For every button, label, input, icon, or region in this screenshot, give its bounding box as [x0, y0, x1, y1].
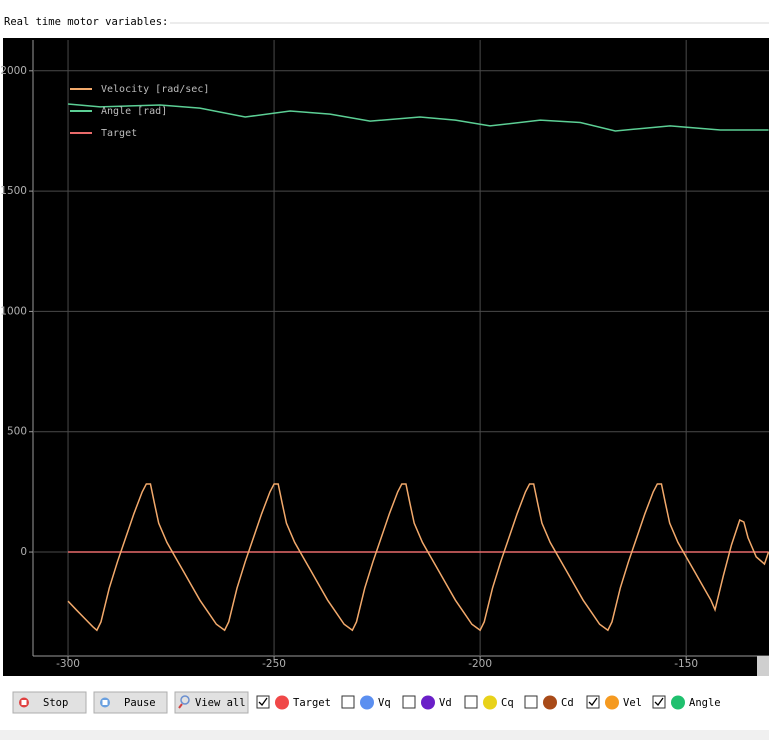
y-tick-label: 2000 — [0, 65, 27, 77]
plot-bg — [3, 38, 769, 676]
y-tick-label: 500 — [7, 426, 27, 438]
button-frame[interactable] — [12, 691, 87, 714]
button-label[interactable]: View all — [195, 697, 246, 709]
color-dot — [421, 695, 435, 710]
checkbox[interactable]: Target — [256, 695, 331, 710]
button-frame[interactable] — [174, 691, 249, 714]
plot-area — [33, 40, 769, 656]
checkbox-box[interactable] — [256, 695, 270, 709]
status-bar — [0, 730, 769, 740]
button[interactable]: View all — [174, 691, 249, 714]
legend-label: Velocity [rad/sec] — [101, 84, 209, 95]
checkbox[interactable]: Cd — [524, 695, 574, 710]
y-tick-label: 0 — [20, 546, 27, 558]
checkbox-label[interactable]: Angle — [689, 697, 721, 709]
button-label[interactable]: Pause — [124, 697, 156, 709]
button-icon — [21, 700, 27, 705]
checkbox[interactable]: Vel — [586, 695, 642, 710]
checkbox[interactable]: Cq — [464, 695, 514, 710]
checkbox-box[interactable] — [341, 695, 355, 709]
checkbox-label[interactable]: Cd — [561, 697, 574, 709]
checkbox-box[interactable] — [586, 695, 600, 709]
color-dot — [605, 695, 619, 710]
legend-label: Target — [101, 128, 137, 139]
y-tick-label: 1000 — [0, 305, 27, 317]
button-label[interactable]: Stop — [43, 697, 68, 709]
x-tick-label: -200 — [468, 658, 492, 670]
plot-corner — [757, 656, 769, 676]
series-line — [67, 483, 769, 632]
checkbox-label[interactable]: Target — [293, 697, 331, 709]
series-line — [67, 103, 769, 132]
legend: Velocity [rad/sec] Angle [rad] Target — [70, 84, 209, 139]
checkbox[interactable]: Vd — [402, 695, 452, 710]
x-tick-label: -250 — [262, 658, 286, 670]
group-title: Real time motor variables: — [4, 16, 168, 28]
legend-label: Angle [rad] — [101, 106, 167, 117]
checkbox-label[interactable]: Cq — [501, 697, 514, 709]
checkbox-box[interactable] — [464, 695, 478, 709]
color-dot — [275, 695, 289, 710]
color-dot — [483, 695, 497, 710]
checkbox-label[interactable]: Vq — [378, 697, 391, 709]
button[interactable]: Stop — [12, 691, 87, 714]
button[interactable]: Pause — [93, 691, 168, 714]
checkbox[interactable]: Vq — [341, 695, 391, 710]
checkbox-box[interactable] — [652, 695, 666, 709]
checkbox[interactable]: Angle — [652, 695, 721, 710]
controls: Stop Pause View all Target Vq Vd Cq Cd Vel Angle — [12, 691, 721, 714]
y-tick-label: 1500 — [0, 185, 27, 197]
button-frame[interactable] — [93, 691, 168, 714]
button-icon — [180, 695, 190, 705]
button-icon — [178, 703, 183, 709]
checkbox-check — [654, 697, 664, 707]
color-dot — [543, 695, 557, 710]
checkbox-label[interactable]: Vel — [623, 697, 642, 709]
color-dot — [360, 695, 374, 710]
x-tick-label: -150 — [674, 658, 698, 670]
checkbox-box[interactable] — [402, 695, 416, 709]
checkbox-label[interactable]: Vd — [439, 697, 452, 709]
checkbox-check — [258, 697, 268, 707]
checkbox-check — [588, 697, 598, 707]
button-icon — [102, 700, 108, 705]
checkbox-box[interactable] — [524, 695, 538, 709]
x-tick-label: -300 — [56, 658, 80, 670]
color-dot — [671, 695, 685, 710]
